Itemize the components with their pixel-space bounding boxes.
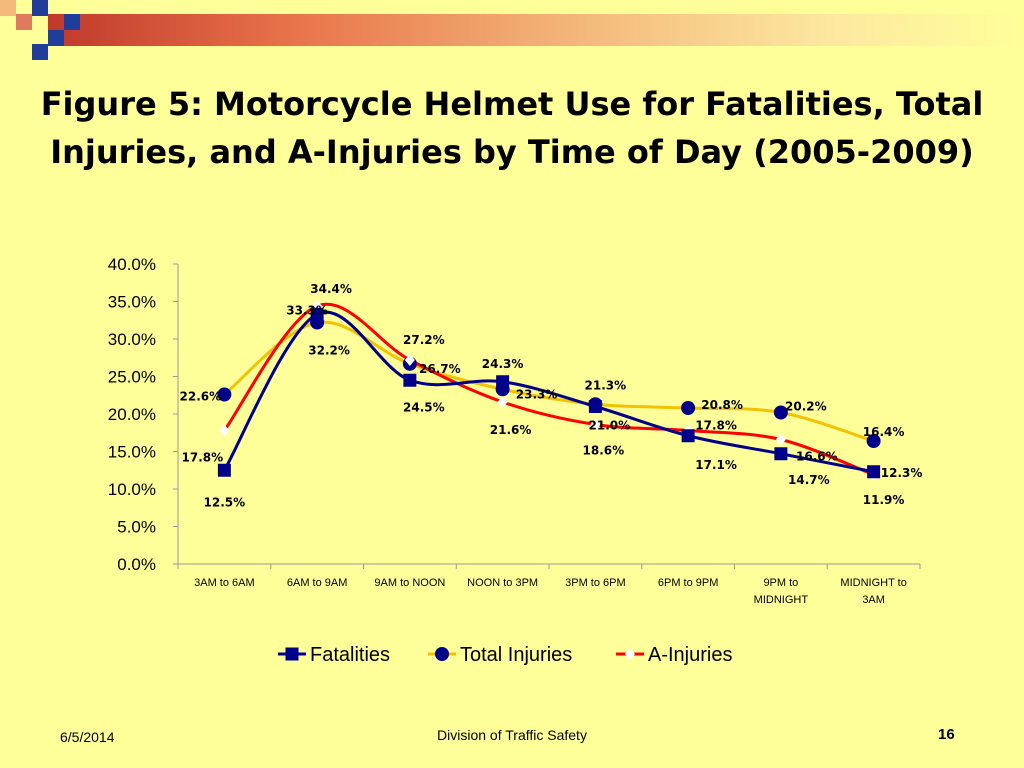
total-injuries-data-label: 26.7% [419,362,461,376]
y-tick-label: 10.0% [108,480,156,499]
legend-label: Fatalities [310,644,390,666]
fatalities-data-label: 24.3% [482,357,524,371]
legend-marker [285,647,299,661]
fatalities-data-label: 33.3% [286,303,328,317]
fatalities-point [310,307,324,321]
total-injuries-point [681,401,696,415]
a-injuries-data-label: 17.8% [695,419,737,433]
total-injuries-data-label: 20.2% [785,400,827,414]
legend-marker [435,647,449,661]
total-injuries-data-label: 16.4% [863,425,905,439]
x-tick-label: 3AM to 6AM [194,577,255,589]
y-tick-label: 40.0% [108,255,156,274]
fatalities-data-label: 12.3% [881,466,923,480]
legend-marker [625,648,635,660]
y-tick-label: 25.0% [108,368,156,387]
x-tick-label: 6AM to 9AM [287,577,348,589]
decorative-square [16,14,32,30]
a-injuries-data-label: 17.8% [182,451,224,465]
slide-title: Figure 5: Motorcycle Helmet Use for Fata… [40,80,984,176]
a-injuries-data-label: 11.9% [863,493,905,507]
fatalities-point [681,429,695,443]
fatalities-point [496,375,510,389]
total-injuries-point [773,405,788,420]
a-injuries-data-label: 16.6% [796,450,838,464]
a-injuries-point [590,418,601,431]
total-injuries-data-label: 32.2% [308,344,350,358]
fatalities-point [588,400,602,413]
legend-label: Total Injuries [460,644,572,666]
footer-date: 6/5/2014 [60,729,115,745]
a-injuries-data-label: 34.4% [310,282,352,296]
y-tick-label: 30.0% [108,330,156,349]
a-injuries-point [497,396,508,408]
fatalities-point [217,463,231,477]
x-tick-label: MIDNIGHT to 3AM [840,577,906,606]
a-injuries-data-label: 27.2% [403,333,445,347]
fatalities-point [403,373,417,387]
fatalities-data-label: 14.7% [788,473,830,487]
a-injuries-point [219,424,230,437]
y-tick-label: 35.0% [108,293,156,312]
fatalities-point [867,465,881,479]
decorative-square [32,0,48,16]
total-injuries-data-label: 20.8% [701,398,743,412]
y-tick-label: 0.0% [117,555,156,574]
y-tick-label: 5.0% [117,518,156,537]
x-tick-label: 3PM to 6PM [565,577,626,589]
fatalities-data-label: 24.5% [403,400,445,414]
fatalities-data-label: 21.0% [589,419,631,433]
a-injuries-point [404,354,415,366]
fatalities-point [774,447,788,461]
total-injuries-point [866,434,881,448]
legend-label: A-Injuries [648,644,732,666]
decorative-square [64,14,80,30]
decorative-square [0,0,16,16]
y-tick-label: 15.0% [108,443,156,462]
x-tick-label: 6PM to 9PM [658,577,719,589]
total-injuries-data-label: 23.3% [516,387,558,401]
y-tick-label: 20.0% [108,405,156,424]
page-number: 16 [938,726,955,743]
total-injuries-data-label: 21.3% [585,378,627,392]
fatalities-data-label: 12.5% [204,495,246,509]
total-injuries-data-label: 22.6% [180,390,222,404]
decorative-square [48,30,64,46]
header-gradient-bar [48,14,1024,46]
decorative-square [32,44,48,60]
footer-division: Division of Traffic Safety [437,727,587,743]
x-tick-label: 9PM to MIDNIGHT [754,577,809,606]
x-tick-label: 9AM to NOON [374,577,445,589]
title-line-1: Figure 5: Motorcycle Helmet Use for Fata… [40,85,984,123]
title-line-2: Injuries, and A-Injuries by Time of Day … [50,133,974,171]
x-tick-label: NOON to 3PM [467,577,538,589]
a-injuries-data-label: 21.6% [490,423,532,437]
total-injuries-line [223,320,875,443]
a-injuries-data-label: 18.6% [583,444,625,458]
fatalities-data-label: 17.1% [695,458,737,472]
total-injuries-point [217,387,232,402]
a-injuries-point [775,433,786,446]
